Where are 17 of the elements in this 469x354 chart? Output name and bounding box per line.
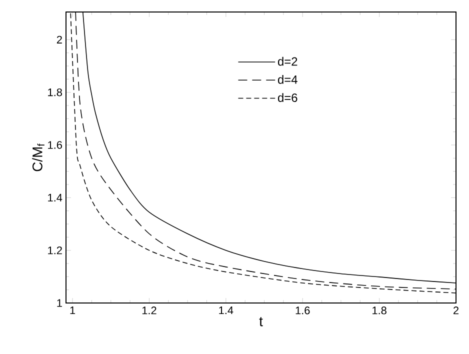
y-axis-title: C/M$_{f}$: [32, 144, 44, 172]
x-tick-label: 1.2: [142, 306, 156, 314]
legend-label: d=2: [278, 56, 298, 66]
y-tick-label: 1.6: [48, 141, 62, 149]
legend-label: d=4: [278, 75, 298, 84]
y-tick-label: 1.2: [48, 246, 62, 254]
y-tick-label: 1.8: [48, 88, 62, 96]
legend-label: d=6: [278, 93, 298, 102]
y-tick-label: 1: [57, 299, 62, 307]
x-tick-label: 1.8: [372, 306, 386, 314]
x-tick-label: 2: [454, 306, 459, 314]
x-tick-label: 1.6: [296, 306, 310, 314]
x-tick-label: 1: [70, 306, 76, 314]
y-tick-label: 1.4: [48, 194, 62, 202]
x-tick-label: 1.4: [219, 306, 234, 314]
y-tick-label: 2: [56, 36, 62, 44]
x-axis-title: t: [259, 317, 263, 326]
